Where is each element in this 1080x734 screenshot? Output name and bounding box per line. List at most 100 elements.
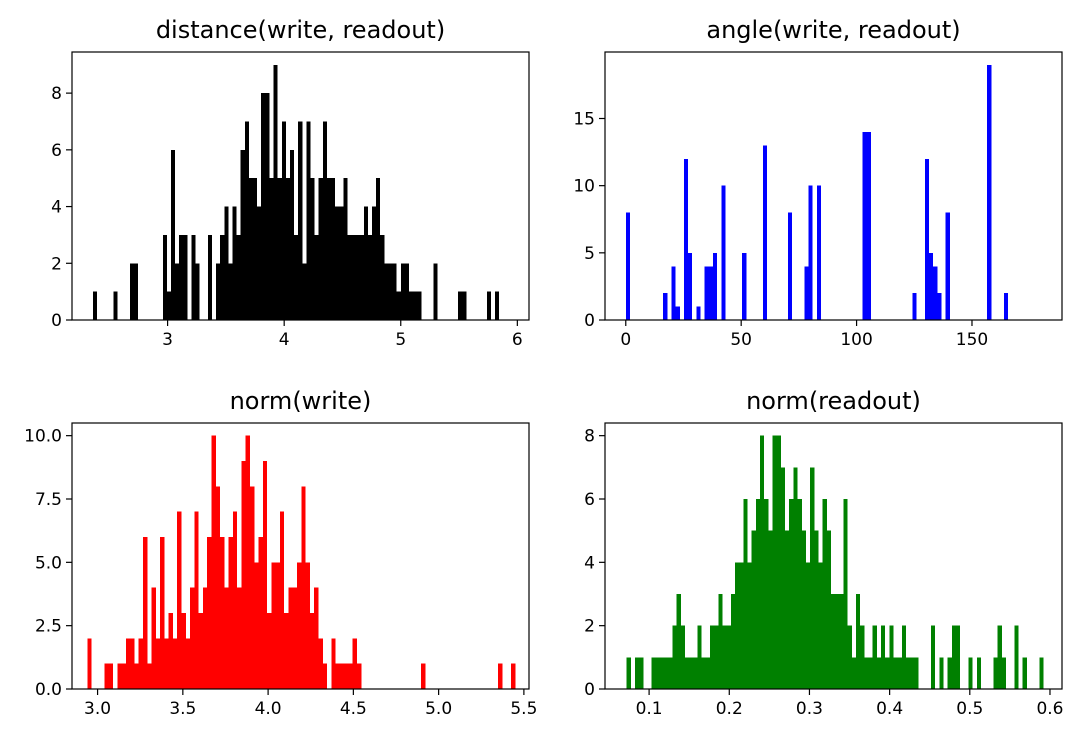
histogram-bar xyxy=(294,234,299,320)
histogram-bar xyxy=(134,663,139,689)
histogram-bar xyxy=(1003,293,1008,320)
histogram-bar xyxy=(947,657,952,689)
x-tick-label: 50 xyxy=(730,330,752,350)
histogram-bar xyxy=(830,594,836,689)
histogram-bar xyxy=(331,638,336,689)
x-tick-label: 3.5 xyxy=(169,699,196,719)
histogram-bar xyxy=(216,263,221,320)
histogram-bar xyxy=(108,663,114,689)
histogram-bar xyxy=(764,499,769,689)
histogram-bar xyxy=(816,185,822,320)
histogram-bar xyxy=(166,291,171,320)
histogram-bar xyxy=(747,562,752,689)
histogram-bar xyxy=(685,657,690,689)
histogram-bar xyxy=(683,158,689,320)
y-tick-label: 0 xyxy=(584,311,595,331)
histogram-bar xyxy=(826,530,831,689)
histogram-bar xyxy=(380,234,385,320)
histogram-bar xyxy=(855,594,861,689)
histogram-bar xyxy=(697,625,702,689)
histogram-bar xyxy=(701,657,706,689)
histogram-bar xyxy=(880,625,886,689)
histogram-bar xyxy=(704,266,709,320)
y-tick-label: 6 xyxy=(51,141,62,161)
histogram-bar xyxy=(224,587,229,689)
histogram-bar xyxy=(668,657,673,689)
histogram-bar xyxy=(104,663,109,689)
histogram-bar xyxy=(708,266,714,320)
histogram-bar xyxy=(228,537,233,689)
histogram-bar xyxy=(322,663,328,689)
histogram-bar xyxy=(181,613,186,689)
histogram-bar xyxy=(860,625,865,689)
histogram-bar xyxy=(626,657,631,689)
histogram-bar xyxy=(808,185,813,320)
histogram-bar xyxy=(194,511,199,689)
histogram-bar xyxy=(1014,625,1019,689)
x-tick-label: 4 xyxy=(279,330,290,350)
histogram-bar xyxy=(651,657,656,689)
histogram-bar xyxy=(933,266,938,320)
histogram-bar xyxy=(228,263,233,320)
histogram-bar xyxy=(185,638,191,689)
histogram-bar xyxy=(289,149,295,320)
histogram-bar xyxy=(284,613,289,689)
x-tick-label: 0.1 xyxy=(636,699,663,719)
histogram-bar xyxy=(396,291,401,320)
histogram-bar xyxy=(220,234,225,320)
histogram-bar xyxy=(929,252,934,320)
histogram-bar xyxy=(310,178,315,320)
histogram-bar xyxy=(339,206,344,320)
histogram-bar xyxy=(267,613,272,689)
histogram-bar xyxy=(258,537,263,689)
chart-title: angle(write, readout) xyxy=(706,16,960,44)
histogram-bar xyxy=(232,511,238,689)
histogram-bar xyxy=(347,234,352,320)
histogram-bar xyxy=(302,263,307,320)
histogram-bar xyxy=(129,263,135,320)
histogram-bar xyxy=(768,530,773,689)
histogram-bar xyxy=(885,657,890,689)
histogram-bar xyxy=(359,234,364,320)
x-tick-label: 0.5 xyxy=(956,699,983,719)
y-tick-label: 8 xyxy=(51,84,62,104)
histogram-bar xyxy=(625,212,630,320)
histogram-bar xyxy=(968,657,973,689)
histogram-bar xyxy=(237,587,242,689)
histogram-bar xyxy=(343,178,348,320)
histogram-bar xyxy=(462,291,467,320)
histogram-bar xyxy=(138,638,143,689)
axes-frame xyxy=(71,51,530,321)
histogram-bar xyxy=(147,663,152,689)
histogram-bar xyxy=(170,149,176,320)
histogram-bar xyxy=(257,206,262,320)
histogram-bar xyxy=(912,293,917,320)
histogram-norm-write: 3.0 3.5 4.0 4.5 5.0 5.5 0.0 2.5 5.0 7.5 10.0 norm(w… xyxy=(24,387,537,719)
histogram-bar xyxy=(356,663,362,689)
y-tick-label: 7.5 xyxy=(35,490,62,510)
histogram-bar xyxy=(175,263,180,320)
histogram-bar xyxy=(839,594,844,689)
histogram-bar xyxy=(710,625,715,689)
histogram-bar xyxy=(134,263,139,320)
histogram-bar xyxy=(92,291,98,320)
histogram-bar xyxy=(789,499,794,689)
y-tick-label: 6 xyxy=(584,490,595,510)
histogram-bar xyxy=(696,306,701,320)
y-tick-label: 4 xyxy=(51,198,62,218)
y-tick-label: 4 xyxy=(584,553,595,573)
histogram-bar xyxy=(655,657,660,689)
histogram-bar xyxy=(162,234,167,320)
histogram-bar xyxy=(288,587,293,689)
histogram-bar xyxy=(714,625,719,689)
histogram-bar xyxy=(951,625,957,689)
histogram-bar xyxy=(814,530,819,689)
histogram-bar xyxy=(743,499,748,689)
histogram-bar xyxy=(224,206,229,320)
histogram-bar xyxy=(179,234,184,320)
x-tick-label: 0.4 xyxy=(876,699,903,719)
histogram-bar xyxy=(352,638,357,689)
histogram-bar xyxy=(797,499,802,689)
histogram-bar xyxy=(689,657,694,689)
